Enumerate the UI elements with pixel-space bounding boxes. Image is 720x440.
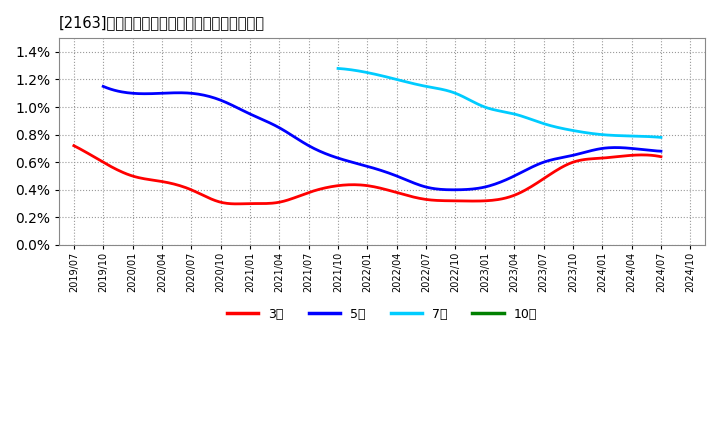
Text: [2163]　当期純利益マージンの標準偏差の推移: [2163] 当期純利益マージンの標準偏差の推移 xyxy=(59,15,265,30)
Legend: 3年, 5年, 7年, 10年: 3年, 5年, 7年, 10年 xyxy=(222,303,542,326)
